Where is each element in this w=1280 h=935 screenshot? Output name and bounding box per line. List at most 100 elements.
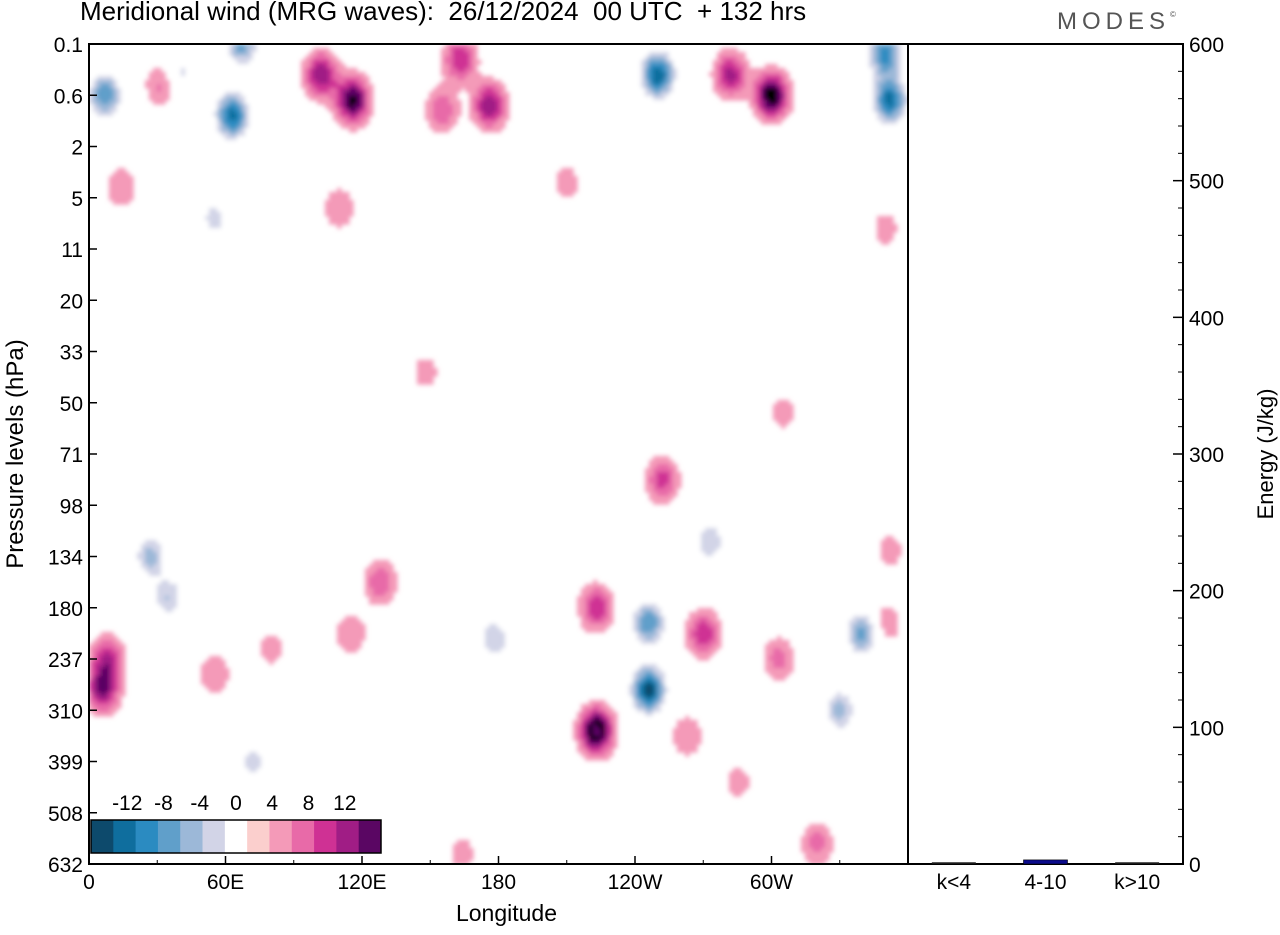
- contour-cell: [249, 56, 254, 61]
- contour-cell: [225, 220, 230, 225]
- contour-cell: [341, 208, 346, 213]
- contour-cell: [705, 532, 710, 537]
- contour-cell: [237, 116, 242, 121]
- energy-category-label: 4-10: [1024, 871, 1066, 894]
- contour-cell: [369, 84, 374, 89]
- contour-cell: [865, 616, 870, 621]
- contour-cell: [97, 116, 102, 121]
- contour-cell: [785, 656, 790, 661]
- contour-cell: [217, 132, 222, 137]
- contour-cell: [305, 64, 310, 69]
- contour-cell: [641, 712, 646, 717]
- contour-cell: [501, 96, 506, 101]
- contour-cell: [853, 720, 858, 725]
- contour-cell: [477, 72, 482, 77]
- contour-cell: [521, 848, 526, 853]
- contour-cell: [97, 664, 102, 669]
- contour-cell: [609, 728, 614, 733]
- contour-cell: [353, 124, 358, 129]
- contour-cell: [313, 48, 318, 53]
- contour-cell: [321, 80, 326, 85]
- contour-cell: [633, 152, 638, 157]
- contour-cell: [345, 628, 350, 633]
- contour-cell: [141, 560, 146, 565]
- contour-cell: [501, 636, 506, 641]
- contour-cell: [737, 792, 742, 797]
- contour-cell: [333, 112, 338, 117]
- contour-cell: [481, 636, 486, 641]
- contour-cell: [333, 196, 338, 201]
- contour-cell: [225, 140, 230, 145]
- contour-cell: [709, 516, 714, 521]
- contour-cell: [477, 644, 482, 649]
- contour-cell: [449, 44, 454, 49]
- contour-cell: [669, 56, 674, 61]
- contour-cell: [437, 92, 442, 97]
- contour-cell: [717, 180, 722, 185]
- contour-cell: [665, 632, 670, 637]
- contour-cell: [773, 100, 778, 105]
- contour-cell: [721, 56, 726, 61]
- contour-cell: [477, 88, 482, 93]
- contour-cell: [685, 720, 690, 725]
- contour-cell: [889, 216, 894, 221]
- contour-cell: [697, 616, 702, 621]
- contour-cell: [637, 632, 642, 637]
- contour-cell: [381, 580, 386, 585]
- contour-cell: [597, 732, 602, 737]
- contour-cell: [221, 208, 226, 213]
- contour-cell: [785, 104, 790, 109]
- contour-cell: [653, 468, 658, 473]
- contour-cell: [773, 76, 778, 81]
- contour-cell: [497, 636, 502, 641]
- contour-cell: [105, 92, 110, 97]
- contour-cell: [645, 628, 650, 633]
- contour-cell: [765, 104, 770, 109]
- contour-cell: [641, 88, 646, 93]
- contour-cell: [601, 704, 606, 709]
- contour-cell: [717, 624, 722, 629]
- contour-cell: [665, 460, 670, 465]
- contour-cell: [781, 72, 786, 77]
- contour-cell: [369, 100, 374, 105]
- contour-cell: [877, 236, 882, 241]
- contour-cell: [241, 68, 246, 73]
- contour-cell: [597, 704, 602, 709]
- contour-cell: [653, 712, 658, 717]
- contour-cell: [733, 68, 738, 73]
- contour-cell: [321, 356, 326, 361]
- contour-cell: [497, 88, 502, 93]
- contour-cell: [385, 600, 390, 605]
- contour-cell: [373, 564, 378, 569]
- contour-cell: [701, 656, 706, 661]
- contour-cell: [241, 124, 246, 129]
- contour-cell: [89, 80, 94, 85]
- contour-cell: [125, 200, 130, 205]
- contour-cell: [605, 752, 610, 757]
- contour-cell: [813, 828, 818, 833]
- contour-cell: [785, 112, 790, 117]
- contour-cell: [333, 64, 338, 69]
- contour-cell: [645, 668, 650, 673]
- contour-cell: [581, 752, 586, 757]
- contour-cell: [821, 844, 826, 849]
- contour-cell: [601, 588, 606, 593]
- contour-cell: [653, 656, 658, 661]
- contour-cell: [309, 84, 314, 89]
- contour-cell: [201, 208, 206, 213]
- contour-cell: [593, 732, 598, 737]
- contour-cell: [545, 784, 550, 789]
- contour-cell: [481, 104, 486, 109]
- contour-cell: [645, 64, 650, 69]
- contour-cell: [813, 824, 818, 829]
- contour-cell: [265, 760, 270, 765]
- contour-cell: [677, 748, 682, 753]
- contour-cell: [321, 60, 326, 65]
- contour-cell: [625, 680, 630, 685]
- energy-y-tick-label: 0: [1189, 854, 1201, 877]
- contour-cell: [889, 620, 894, 625]
- contour-cell: [485, 92, 490, 97]
- contour-cell: [217, 120, 222, 125]
- contour-cell: [641, 92, 646, 97]
- contour-cell: [901, 92, 906, 97]
